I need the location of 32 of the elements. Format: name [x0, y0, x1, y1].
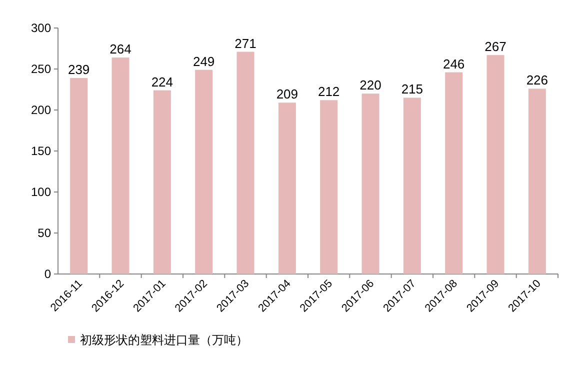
bar: [112, 58, 130, 274]
bar: [278, 102, 296, 274]
y-tick-label: 300: [30, 21, 52, 35]
bar: [236, 52, 254, 274]
data-label: 212: [318, 84, 340, 100]
data-label: 271: [234, 36, 256, 51]
bar: [362, 94, 380, 274]
legend-label: 初级形状的塑料进口量（万吨）: [80, 333, 248, 347]
data-label: 224: [151, 74, 174, 90]
data-label: 249: [192, 54, 215, 69]
bar: [153, 90, 171, 274]
bar: [486, 55, 504, 274]
bar: [403, 98, 421, 274]
data-label: 220: [360, 78, 382, 93]
y-tick-label: 50: [38, 226, 52, 240]
data-label: 264: [110, 42, 132, 57]
bar: [445, 72, 463, 274]
data-label: 209: [276, 86, 298, 102]
data-label: 215: [401, 82, 424, 97]
bar: [320, 100, 338, 274]
data-label: 246: [442, 56, 465, 72]
bar: [195, 70, 213, 274]
bar: [528, 88, 546, 274]
y-tick-label: 150: [30, 144, 52, 158]
y-tick-label: 0: [44, 267, 52, 281]
data-label: 226: [526, 72, 548, 88]
bar: [70, 78, 88, 274]
y-tick-label: 200: [30, 103, 52, 117]
y-tick-label: 250: [30, 62, 52, 76]
y-tick-label: 100: [30, 185, 52, 199]
data-label: 239: [68, 62, 90, 78]
data-label: 267: [484, 39, 506, 54]
